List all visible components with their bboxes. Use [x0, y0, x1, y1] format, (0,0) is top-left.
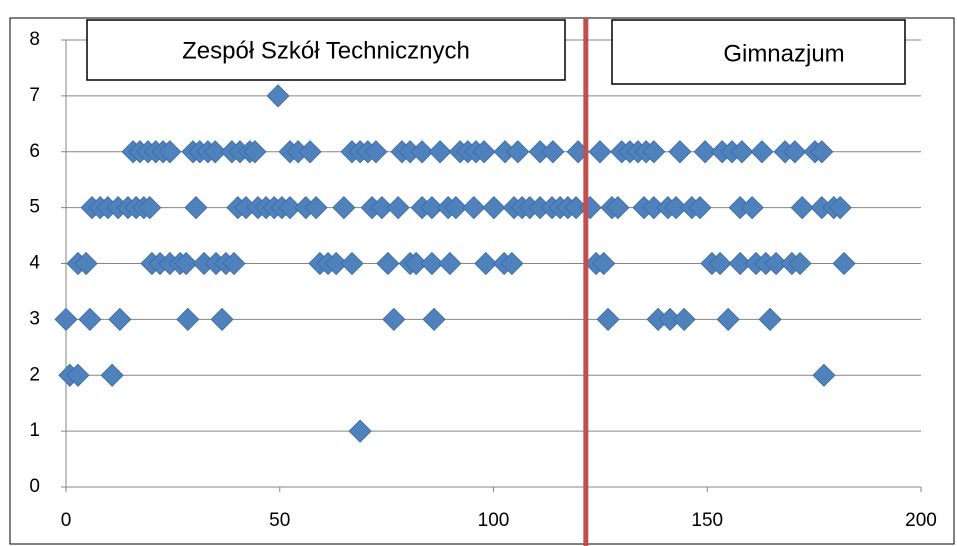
point	[66, 363, 90, 387]
point	[174, 251, 198, 276]
point	[828, 196, 852, 220]
point	[364, 140, 388, 164]
point	[474, 251, 498, 276]
point	[78, 307, 102, 331]
point	[764, 251, 788, 276]
point	[810, 140, 834, 164]
point	[541, 140, 565, 164]
y-tick-label: 4	[29, 253, 40, 274]
point	[386, 196, 410, 220]
point	[340, 251, 364, 276]
point	[138, 196, 162, 220]
y-tick-label: 2	[29, 364, 40, 385]
point	[783, 140, 807, 164]
point	[203, 140, 227, 164]
point	[404, 251, 428, 276]
x-tick-label: 0	[61, 510, 72, 531]
point	[642, 140, 666, 164]
point	[472, 140, 496, 164]
y-tick-label: 0	[29, 476, 40, 497]
point	[758, 307, 782, 331]
annotation: Gimnazjum	[723, 40, 844, 67]
point	[788, 251, 812, 276]
point	[266, 84, 290, 108]
point	[74, 251, 98, 276]
point	[420, 196, 444, 220]
y-tick-label: 7	[29, 85, 40, 106]
point	[176, 307, 200, 331]
point	[596, 307, 620, 331]
point	[668, 140, 692, 164]
x-tick-label: 150	[691, 510, 723, 531]
point	[243, 140, 267, 164]
point	[100, 363, 124, 387]
point	[482, 196, 506, 220]
chart-frame	[9, 17, 955, 545]
point	[298, 140, 322, 164]
point	[438, 251, 462, 276]
point	[832, 251, 856, 276]
point	[348, 419, 372, 443]
point	[730, 140, 754, 164]
point	[716, 307, 740, 331]
point	[688, 196, 712, 220]
point	[54, 307, 78, 331]
point	[672, 307, 696, 331]
annotation-box	[86, 19, 566, 81]
point	[750, 140, 774, 164]
point	[108, 307, 132, 331]
y-tick-label: 5	[29, 197, 40, 218]
y-tick-label: 1	[29, 420, 40, 441]
point	[382, 307, 406, 331]
point	[592, 251, 616, 276]
y-tick-label: 3	[29, 308, 40, 329]
annotation: Zespół Szkół Technicznych	[182, 37, 470, 64]
point	[462, 196, 486, 220]
point	[184, 196, 208, 220]
point	[588, 140, 612, 164]
point	[422, 307, 446, 331]
point	[444, 196, 468, 220]
point	[304, 196, 328, 220]
point	[664, 196, 688, 220]
point	[324, 251, 348, 276]
point	[693, 140, 717, 164]
point	[740, 196, 764, 220]
annotation-box	[611, 19, 906, 85]
point	[728, 251, 752, 276]
y-tick-label: 6	[29, 141, 40, 162]
point	[500, 251, 524, 276]
point	[428, 140, 452, 164]
point	[370, 196, 394, 220]
point	[278, 196, 302, 220]
x-tick-label: 50	[269, 510, 290, 531]
x-tick-label: 100	[478, 510, 510, 531]
x-tick-label: 200	[905, 510, 937, 531]
point	[332, 196, 356, 220]
point	[578, 196, 602, 220]
point	[606, 196, 630, 220]
point	[790, 196, 814, 220]
point	[376, 251, 400, 276]
point	[158, 140, 182, 164]
y-tick-label: 8	[29, 29, 40, 50]
point	[222, 251, 246, 276]
point	[210, 307, 234, 331]
point	[708, 251, 732, 276]
point	[410, 140, 434, 164]
point	[506, 140, 530, 164]
point	[812, 363, 836, 387]
point	[420, 251, 444, 276]
